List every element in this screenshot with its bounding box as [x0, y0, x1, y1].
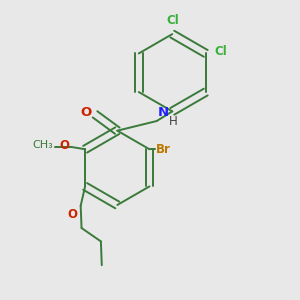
Text: O: O [80, 106, 92, 119]
Text: Cl: Cl [214, 45, 227, 58]
Text: Br: Br [156, 143, 171, 156]
Text: O: O [59, 139, 69, 152]
Text: CH₃: CH₃ [32, 140, 53, 150]
Text: H: H [169, 115, 177, 128]
Text: N: N [158, 106, 169, 118]
Text: Cl: Cl [166, 14, 179, 27]
Text: O: O [68, 208, 78, 221]
